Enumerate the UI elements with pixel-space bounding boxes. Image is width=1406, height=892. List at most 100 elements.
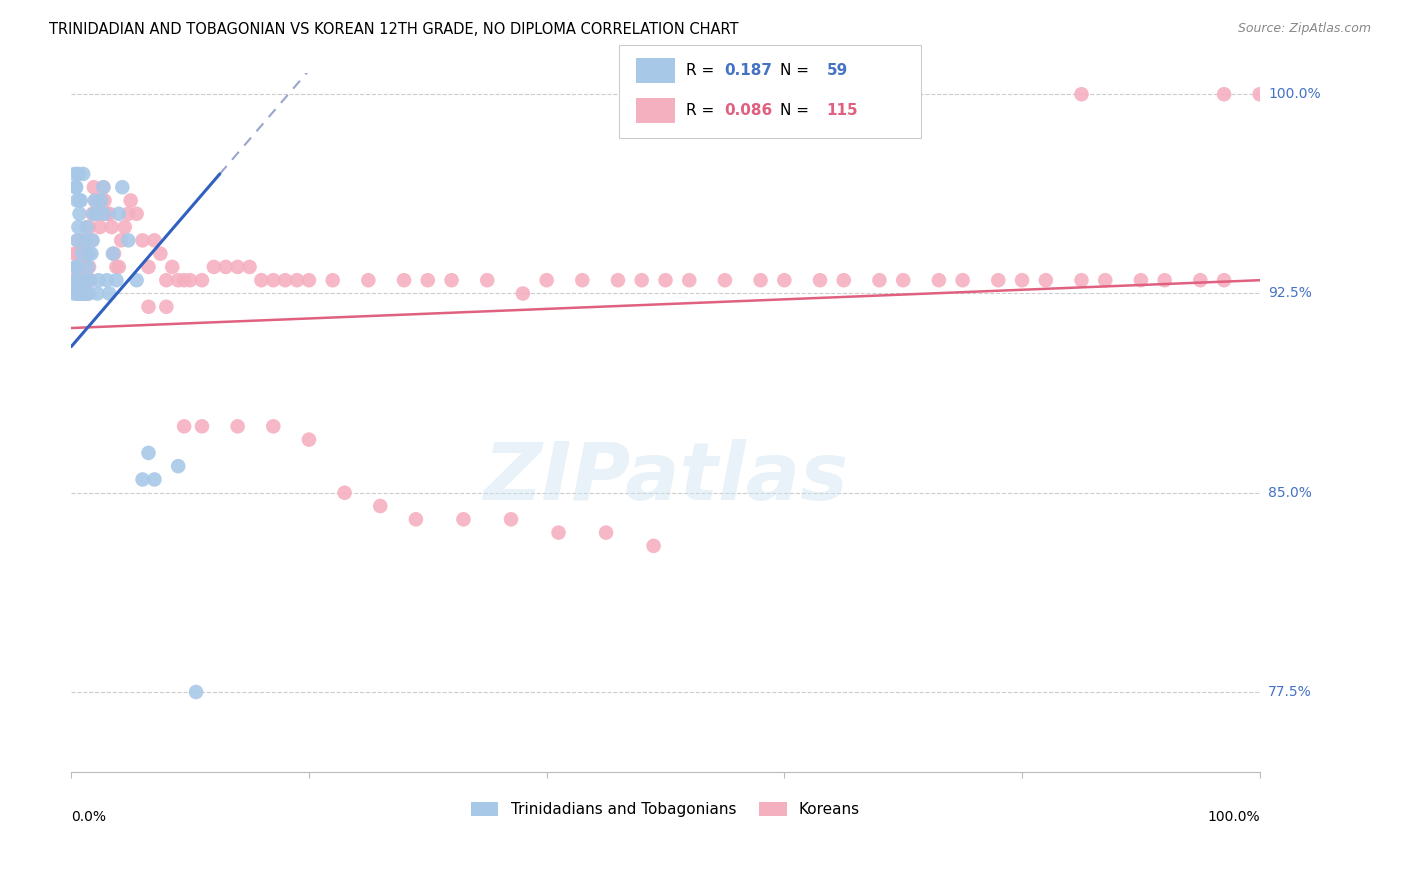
Point <box>63 246 86 260</box>
Point <box>62 286 84 301</box>
Point <box>69 286 91 301</box>
Point <box>107 260 129 274</box>
Point <box>69 246 91 260</box>
Text: 100.0%: 100.0% <box>1208 810 1260 824</box>
Point <box>405 512 427 526</box>
Point <box>79 273 101 287</box>
Point <box>1189 273 1212 287</box>
Point <box>73 286 96 301</box>
Point <box>66 286 89 301</box>
Point <box>215 260 238 274</box>
Point <box>72 273 94 287</box>
Point <box>1153 273 1175 287</box>
Text: 59: 59 <box>827 63 848 78</box>
Point <box>987 273 1010 287</box>
Point <box>678 273 700 287</box>
Point <box>69 286 91 301</box>
Point <box>66 286 89 301</box>
Point <box>86 286 108 301</box>
Point <box>1011 273 1033 287</box>
Legend: Trinidadians and Tobagonians, Koreans: Trinidadians and Tobagonians, Koreans <box>465 796 866 823</box>
Point <box>98 207 121 221</box>
Point <box>1094 273 1116 287</box>
Point <box>125 273 148 287</box>
Point <box>453 512 475 526</box>
Point <box>70 273 93 287</box>
Point <box>80 246 103 260</box>
Text: R =: R = <box>686 103 720 118</box>
Point <box>167 459 190 474</box>
Point <box>832 273 855 287</box>
Point <box>499 512 522 526</box>
Point <box>69 273 91 287</box>
Point <box>69 273 91 287</box>
Point <box>103 246 125 260</box>
Point <box>69 207 91 221</box>
Point <box>93 207 115 221</box>
Point <box>76 286 98 301</box>
Point <box>440 273 463 287</box>
Point <box>202 260 225 274</box>
Point <box>65 260 87 274</box>
Point <box>87 273 110 287</box>
Text: R =: R = <box>686 63 720 78</box>
Point <box>73 273 96 287</box>
Point <box>226 419 249 434</box>
Point <box>595 525 617 540</box>
Point <box>69 286 91 301</box>
Point <box>131 233 153 247</box>
Point <box>155 273 177 287</box>
Point <box>111 180 134 194</box>
Text: Source: ZipAtlas.com: Source: ZipAtlas.com <box>1237 22 1371 36</box>
Point <box>96 207 118 221</box>
Point <box>69 273 91 287</box>
Point <box>101 246 124 260</box>
Point <box>262 273 284 287</box>
Point <box>120 194 142 208</box>
Point <box>630 273 652 287</box>
Point <box>75 260 97 274</box>
Point <box>477 273 499 287</box>
Point <box>1129 273 1152 287</box>
Point <box>83 180 105 194</box>
Point <box>90 194 112 208</box>
Point <box>75 233 97 247</box>
Point <box>1249 87 1271 102</box>
Point <box>173 419 195 434</box>
Point <box>67 220 90 235</box>
Point <box>607 273 630 287</box>
Point <box>63 167 86 181</box>
Point <box>69 286 91 301</box>
Point <box>86 194 108 208</box>
Point <box>70 286 93 301</box>
Point <box>105 273 128 287</box>
Point <box>117 207 139 221</box>
Point <box>70 286 93 301</box>
Point <box>808 273 831 287</box>
Text: 92.5%: 92.5% <box>1268 286 1312 301</box>
Point <box>76 286 98 301</box>
Point <box>69 194 91 208</box>
Point <box>571 273 593 287</box>
Text: 100.0%: 100.0% <box>1268 87 1320 101</box>
Point <box>131 473 153 487</box>
Point <box>143 473 166 487</box>
Point <box>69 194 91 208</box>
Point <box>62 273 84 287</box>
Point <box>80 233 103 247</box>
Point <box>100 220 122 235</box>
Point <box>76 246 98 260</box>
Point <box>773 273 796 287</box>
Point <box>65 260 87 274</box>
Point <box>654 273 676 287</box>
Point <box>262 419 284 434</box>
Point <box>77 260 100 274</box>
Point <box>73 286 96 301</box>
Point <box>84 194 107 208</box>
Point <box>72 286 94 301</box>
Point <box>1070 87 1092 102</box>
Text: N =: N = <box>780 63 814 78</box>
Point <box>67 233 90 247</box>
Point <box>87 207 110 221</box>
Point <box>76 220 98 235</box>
